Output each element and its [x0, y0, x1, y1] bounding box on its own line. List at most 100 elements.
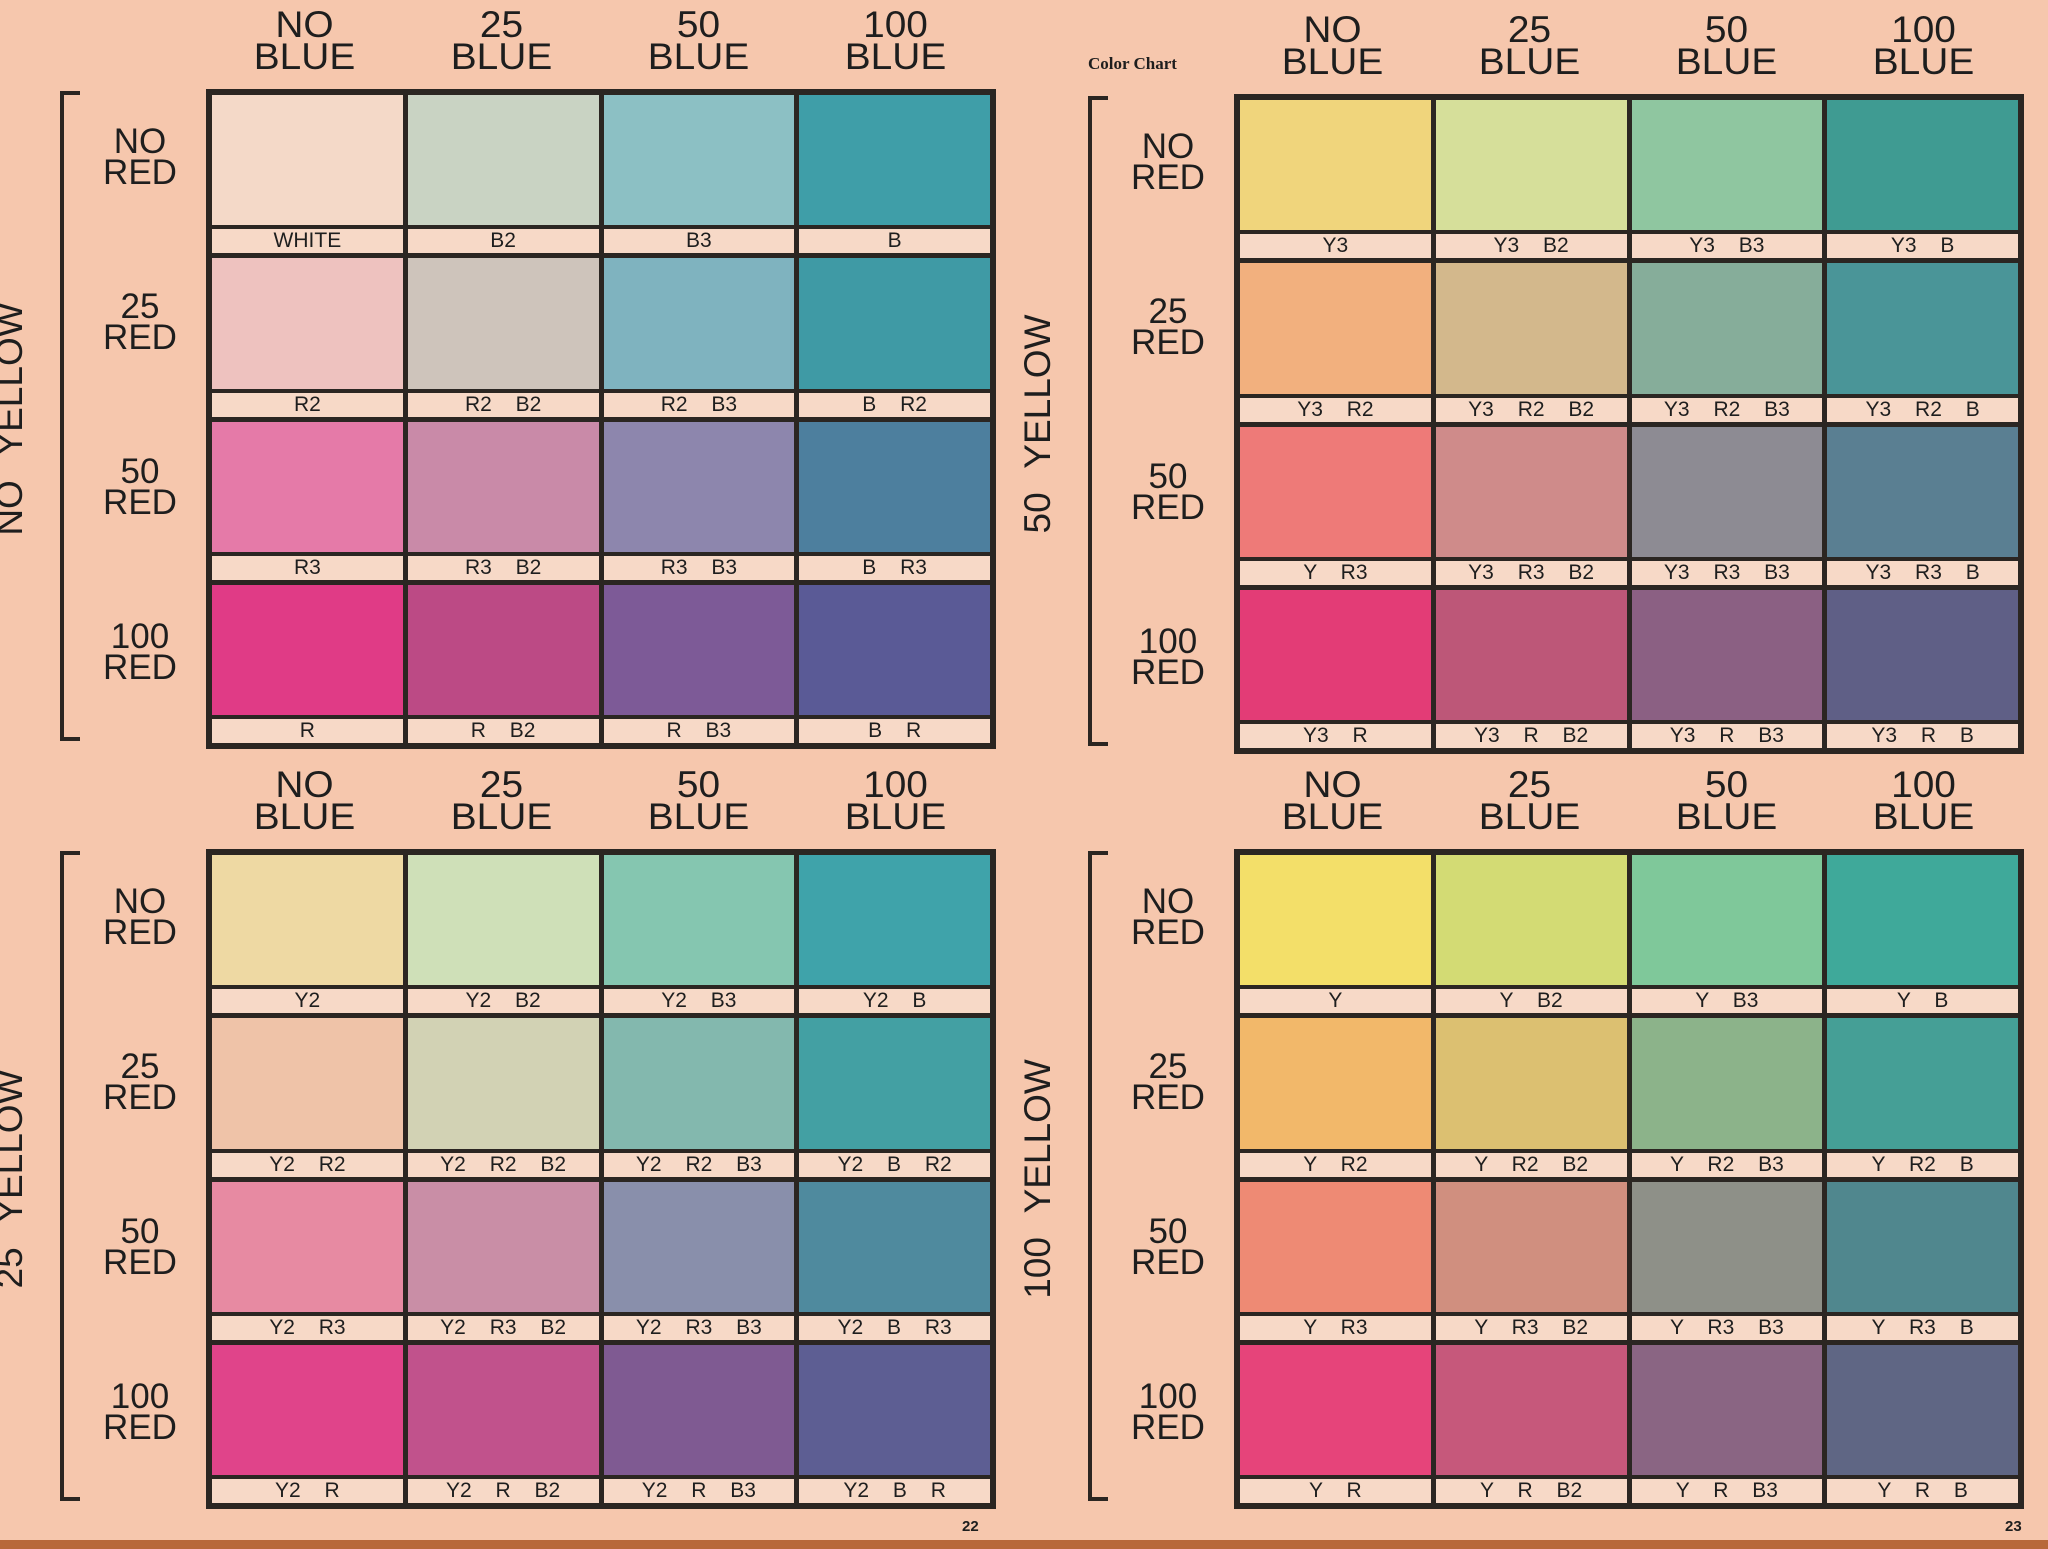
swatch: [1631, 589, 1823, 720]
swatch: [212, 1344, 403, 1475]
color-cell: Y2 B R3: [799, 1181, 990, 1340]
color-cell: R2 B2: [407, 258, 599, 417]
color-cell: Y2 R2: [212, 1018, 403, 1177]
column-header: 50 BLUE: [1675, 9, 1778, 82]
swatch: [407, 1018, 599, 1149]
cell-code: R B3: [603, 719, 795, 743]
cell-code: R3 B2: [407, 555, 599, 580]
swatch: [1435, 263, 1627, 394]
swatch: [407, 421, 599, 552]
swatch: [799, 421, 990, 552]
swatch: [1827, 426, 2018, 557]
swatch-grid: Y3 Y3 B2 Y3 B3 Y3 B Y3 R2 Y3 R2 B2 Y3 R2 B3 Y3 …: [1234, 94, 2024, 754]
color-cell: Y3 R B2: [1435, 589, 1627, 748]
cell-code: Y2 R3: [212, 1315, 403, 1340]
color-cell: Y R3: [1240, 1181, 1431, 1340]
swatch: [799, 584, 990, 715]
swatch: [212, 855, 403, 986]
chart-panel: NO YELLOW NO BLUE 25 BLUE 50 BLUE 100 BLUE NO…: [0, 6, 996, 749]
color-cell: Y B2: [1435, 855, 1627, 1014]
column-header: 50 BLUE: [647, 764, 750, 837]
color-cell: B R: [799, 584, 990, 743]
cell-code: Y2 R2 B2: [407, 1152, 599, 1177]
swatch: [1435, 1344, 1627, 1475]
swatch: [1631, 1344, 1823, 1475]
swatch: [407, 95, 599, 226]
chart-panel: 50 YELLOW NO BLUE 25 BLUE 50 BLUE 100 BLUE NO…: [1017, 11, 2024, 754]
color-cell: Y R B3: [1631, 1344, 1823, 1503]
swatch: [799, 1344, 990, 1475]
bracket: [1088, 851, 1108, 1501]
swatch: [603, 584, 795, 715]
row-header: 50 RED: [1131, 456, 1205, 527]
column-header: NO BLUE: [1281, 764, 1384, 837]
swatch: [1827, 1018, 2018, 1149]
cell-code: Y R3 B3: [1631, 1315, 1823, 1340]
color-cell: R2 B3: [603, 258, 795, 417]
column-header: NO BLUE: [253, 4, 356, 77]
column-header: NO BLUE: [1281, 9, 1384, 82]
row-header: 25 RED: [1131, 1046, 1205, 1117]
row-header: 100 RED: [1131, 621, 1205, 692]
column-header: 100 BLUE: [844, 764, 947, 837]
color-cell: Y2 R B3: [603, 1344, 795, 1503]
swatch: [1240, 263, 1431, 394]
cell-code: Y R2 B3: [1631, 1152, 1823, 1177]
column-header: 25 BLUE: [1478, 9, 1581, 82]
cell-code: WHITE: [212, 229, 403, 254]
color-cell: R: [212, 584, 403, 743]
color-cell: Y2: [212, 855, 403, 1014]
color-cell: Y2 R B2: [407, 1344, 599, 1503]
swatch: [212, 1181, 403, 1312]
row-header: NO RED: [103, 881, 177, 952]
swatch: [603, 258, 795, 389]
cell-code: Y2 B3: [603, 989, 795, 1014]
row-header: 50 RED: [1131, 1211, 1205, 1282]
cell-code: Y: [1240, 989, 1431, 1014]
color-cell: Y R3 B: [1827, 1181, 2018, 1340]
swatch: [1240, 1018, 1431, 1149]
color-cell: B R2: [799, 258, 990, 417]
swatch: [212, 1018, 403, 1149]
cell-code: Y3 R3 B3: [1631, 560, 1823, 585]
column-header: 100 BLUE: [844, 4, 947, 77]
column-header: 25 BLUE: [450, 4, 553, 77]
color-cell: Y3 B: [1827, 100, 2018, 259]
row-header: NO RED: [1131, 881, 1205, 952]
bracket: [60, 851, 80, 1501]
swatch: [603, 1344, 795, 1475]
cell-code: Y R3 B: [1827, 1315, 2018, 1340]
cell-code: Y R: [1240, 1479, 1431, 1503]
chart-panel: 100 YELLOW NO BLUE 25 BLUE 50 BLUE 100 BLUE N…: [1017, 766, 2024, 1509]
color-cell: Y R3: [1240, 426, 1431, 585]
column-header: NO BLUE: [253, 764, 356, 837]
cell-code: Y B2: [1435, 989, 1627, 1014]
color-cell: Y2 R2 B3: [603, 1018, 795, 1177]
cell-code: Y3 R2: [1240, 397, 1431, 422]
row-header: NO RED: [1131, 126, 1205, 197]
cell-code: Y2 R3 B2: [407, 1315, 599, 1340]
cell-code: Y3 R B2: [1435, 724, 1627, 748]
swatch: [212, 258, 403, 389]
column-header: 25 BLUE: [450, 764, 553, 837]
swatch: [407, 855, 599, 986]
swatch: [407, 258, 599, 389]
swatch: [212, 421, 403, 552]
color-cell: Y2 B3: [603, 855, 795, 1014]
color-cell: Y R2: [1240, 1018, 1431, 1177]
color-cell: Y R: [1240, 1344, 1431, 1503]
cell-code: Y3: [1240, 234, 1431, 259]
color-cell: Y3 B2: [1435, 100, 1627, 259]
color-cell: R B2: [407, 584, 599, 743]
row-header: 50 RED: [103, 451, 177, 522]
swatch: [1240, 1344, 1431, 1475]
swatch: [1631, 1181, 1823, 1312]
row-header: NO RED: [103, 121, 177, 192]
cell-code: Y3 R2 B: [1827, 397, 2018, 422]
cell-code: Y R B: [1827, 1479, 2018, 1503]
yellow-label: 50 YELLOW: [1017, 314, 1058, 534]
swatch: [1631, 1018, 1823, 1149]
swatch: [1435, 1018, 1627, 1149]
cell-code: Y R B3: [1631, 1479, 1823, 1503]
swatch: [1827, 1344, 2018, 1475]
